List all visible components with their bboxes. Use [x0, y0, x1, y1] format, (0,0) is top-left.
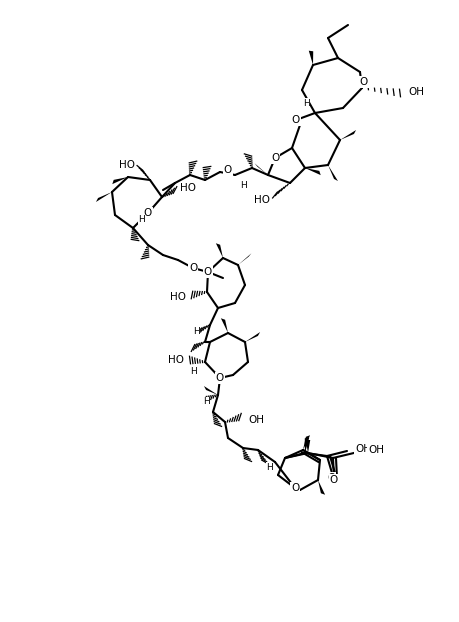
Text: O: O — [224, 165, 232, 175]
Text: H: H — [193, 328, 200, 337]
Text: O: O — [204, 267, 212, 277]
Text: H: H — [190, 368, 197, 376]
Text: OH: OH — [408, 87, 424, 97]
Text: O: O — [144, 208, 152, 218]
Polygon shape — [305, 438, 309, 453]
Text: H: H — [203, 397, 210, 407]
Text: HO: HO — [168, 355, 184, 365]
Text: O: O — [327, 473, 335, 483]
Text: O: O — [216, 373, 224, 383]
Text: O: O — [292, 115, 300, 125]
Text: H: H — [266, 463, 273, 471]
Polygon shape — [221, 318, 228, 333]
Polygon shape — [305, 168, 321, 175]
Text: OH: OH — [248, 415, 264, 425]
Text: H: H — [138, 215, 145, 225]
Text: O: O — [271, 153, 279, 163]
Text: O: O — [189, 263, 197, 273]
Polygon shape — [318, 480, 325, 494]
Polygon shape — [328, 165, 338, 181]
Text: HO: HO — [180, 183, 196, 193]
Polygon shape — [96, 192, 112, 202]
Text: OH: OH — [368, 445, 384, 455]
Polygon shape — [309, 50, 313, 65]
Text: H: H — [303, 98, 310, 108]
Polygon shape — [303, 435, 310, 450]
Polygon shape — [216, 243, 223, 258]
Polygon shape — [112, 177, 128, 184]
Polygon shape — [204, 386, 218, 395]
Text: O: O — [330, 475, 338, 485]
Text: O: O — [360, 77, 368, 87]
Text: HO: HO — [254, 195, 270, 205]
Polygon shape — [306, 440, 310, 453]
Polygon shape — [238, 253, 252, 265]
Polygon shape — [245, 332, 260, 342]
Text: HO: HO — [170, 292, 186, 302]
Polygon shape — [255, 163, 268, 175]
Text: OH: OH — [355, 444, 371, 454]
Polygon shape — [340, 130, 356, 140]
Text: HO: HO — [119, 160, 135, 170]
Text: H: H — [240, 180, 247, 190]
Text: O: O — [291, 483, 299, 493]
